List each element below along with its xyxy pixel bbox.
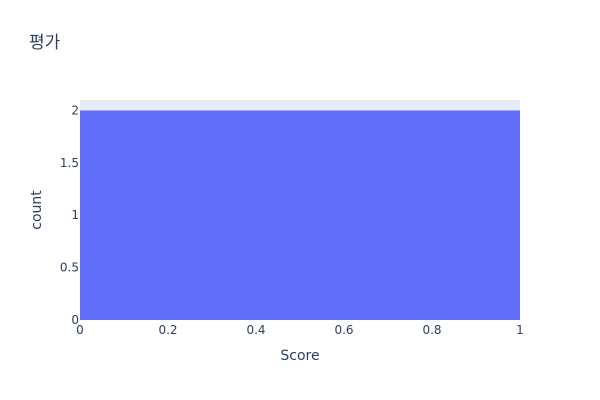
x-axis-title: Score — [280, 348, 319, 364]
chart-title: 평가 — [29, 33, 61, 53]
x-tick-label-5: 1 — [516, 323, 524, 337]
x-tick-label-0: 0 — [76, 323, 84, 337]
y-tick-label-2: 1 — [71, 208, 79, 222]
x-tick-label-3: 0.6 — [334, 323, 353, 337]
x-tick-label-2: 0.4 — [246, 323, 265, 337]
histogram-bar-0[interactable] — [80, 110, 520, 320]
y-tick-label-4: 2 — [71, 103, 79, 117]
x-tick-label-4: 0.8 — [422, 323, 441, 337]
y-tick-label-1: 0.5 — [60, 261, 79, 275]
x-tick-label-1: 0.2 — [158, 323, 177, 337]
y-axis-ticks: 0 0.5 1 1.5 2 — [60, 103, 79, 327]
y-tick-label-3: 1.5 — [60, 156, 79, 170]
y-axis-title: count — [29, 190, 45, 230]
bars-group — [80, 110, 520, 320]
x-axis-ticks: 0 0.2 0.4 0.6 0.8 1 — [76, 323, 524, 337]
y-tick-label-0: 0 — [71, 313, 79, 327]
